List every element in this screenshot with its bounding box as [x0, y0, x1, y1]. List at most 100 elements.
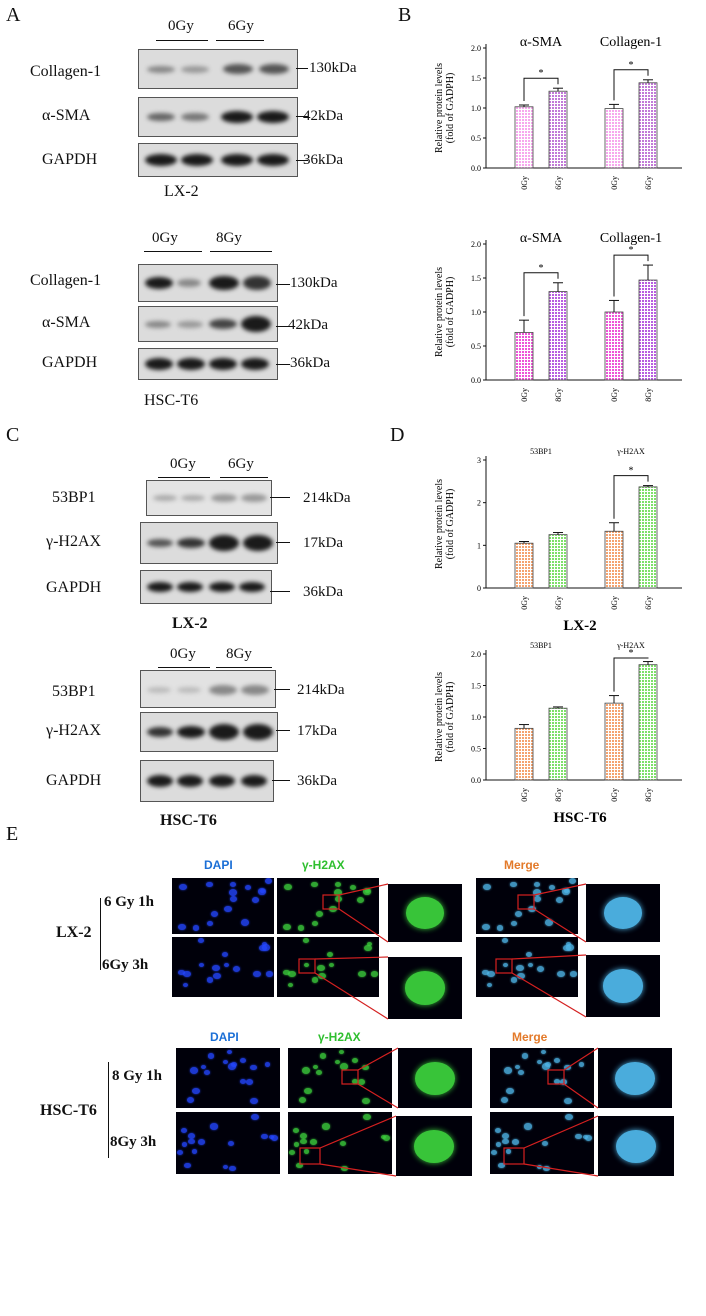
row-condition-label: 8 Gy 1h: [112, 1068, 163, 1084]
cond-label: 8Gy: [216, 230, 242, 246]
merge-micrograph: [476, 937, 578, 997]
bar: [514, 332, 534, 381]
h2ax-micrograph: [277, 878, 379, 934]
bar: [514, 727, 534, 781]
bar: [638, 486, 658, 589]
blot-label: 53BP1: [52, 683, 96, 700]
kda-label: 36kDa: [303, 152, 343, 168]
kda-label: 17kDa: [303, 535, 343, 551]
cell-line-label: HSC-T6: [160, 812, 217, 829]
channel-header-h2ax: γ-H2AX: [302, 858, 345, 872]
significance-star: *: [539, 68, 544, 79]
group-label: 53BP1: [530, 447, 552, 456]
group-label: Collagen-1: [600, 35, 662, 50]
y-axis-label: (fold of GADPH): [445, 277, 456, 348]
cond-label: 0Gy: [168, 18, 194, 34]
significance-bracket: [523, 77, 559, 101]
kda-label: 42kDa: [303, 108, 343, 124]
chart-title: HSC-T6: [553, 810, 607, 826]
western-blot-band: [138, 264, 278, 302]
cond-label: 6Gy: [228, 456, 254, 472]
x-tick-label: 8Gy: [644, 788, 653, 802]
zoom-inset: [586, 884, 660, 942]
y-tick-label: 1.0: [471, 308, 481, 317]
zoom-inset: [598, 1048, 672, 1108]
dapi-micrograph: [172, 937, 274, 997]
panel-letter-a: A: [6, 4, 21, 26]
western-blot-band: [140, 670, 276, 708]
western-blot-band: [146, 480, 272, 516]
tick: [270, 497, 290, 498]
channel-header-h2ax: γ-H2AX: [318, 1030, 361, 1044]
kda-label: 214kDa: [303, 490, 351, 506]
h2ax-micrograph: [288, 1112, 392, 1174]
bar: [638, 82, 658, 169]
bar: [638, 279, 658, 381]
significance-star: *: [539, 263, 544, 274]
bar: [514, 106, 534, 169]
group-label: α-SMA: [520, 231, 563, 246]
bar: [548, 707, 568, 781]
bar-chart-b-top: 0.0 0.5 1.0 1.5 2.0 Relative protein levels (f…: [434, 35, 682, 190]
y-tick-label: 0.5: [471, 745, 481, 754]
y-tick-label: 0.5: [471, 134, 481, 143]
tick: [276, 326, 290, 327]
cond-bar: [156, 40, 208, 41]
cond-bar: [220, 477, 268, 478]
dapi-micrograph: [176, 1048, 280, 1108]
y-tick-label: 1.0: [471, 104, 481, 113]
group-label: γ-H2AX: [616, 641, 645, 650]
h2ax-micrograph: [288, 1048, 392, 1108]
western-blot-band: [140, 712, 278, 752]
kda-label: 130kDa: [290, 275, 338, 291]
panel-letter-b: B: [398, 4, 412, 26]
panel-letter-d: D: [390, 424, 405, 446]
bar: [548, 534, 568, 589]
merge-micrograph: [490, 1112, 594, 1174]
y-tick-label: 2.0: [471, 240, 481, 249]
tick: [296, 116, 308, 117]
x-tick-label: 8Gy: [554, 388, 563, 402]
x-tick-label: 6Gy: [644, 596, 653, 610]
tick: [276, 542, 290, 543]
y-tick-label: 0: [477, 584, 481, 593]
y-axis-label: (fold of GADPH): [445, 682, 456, 753]
row-bracket: [100, 898, 101, 970]
bar: [604, 530, 624, 589]
cond-label: 6Gy: [228, 18, 254, 34]
y-axis-label: (fold of GADPH): [445, 489, 456, 560]
western-blot-band: [138, 306, 278, 342]
y-tick-label: 2: [477, 499, 481, 508]
x-tick-label: 0Gy: [610, 388, 619, 402]
kda-label: 17kDa: [297, 723, 337, 739]
significance-star: *: [629, 245, 634, 256]
blot-label: α-SMA: [42, 314, 91, 331]
zoom-inset: [398, 1048, 472, 1108]
panel-letter-c: C: [6, 424, 20, 446]
significance-star: *: [629, 648, 634, 659]
panel-letter-e: E: [6, 823, 19, 845]
zoom-inset: [388, 957, 462, 1019]
row-condition-label: 6Gy 3h: [102, 957, 149, 973]
group-label: γ-H2AX: [616, 447, 645, 456]
y-axis-label: Relative protein levels: [434, 672, 445, 762]
y-tick-label: 1.0: [471, 713, 481, 722]
blot-label: γ-H2AX: [46, 533, 102, 550]
x-tick-label: 8Gy: [644, 388, 653, 402]
row-bracket: [108, 1062, 109, 1158]
tick: [276, 284, 290, 285]
x-tick-label: 6Gy: [554, 596, 563, 610]
zoom-inset: [396, 1116, 472, 1176]
cond-bar: [210, 251, 272, 252]
cond-label: 0Gy: [152, 230, 178, 246]
channel-header-merge: Merge: [504, 858, 540, 872]
y-tick-label: 2.0: [471, 44, 481, 53]
y-tick-label: 1.5: [471, 74, 481, 83]
y-tick-label: 1: [477, 541, 481, 550]
cond-bar: [158, 477, 210, 478]
h2ax-micrograph: [277, 937, 379, 997]
cond-label: 8Gy: [226, 646, 252, 662]
cell-line-label: LX-2: [164, 183, 199, 200]
zoom-inset: [388, 884, 462, 942]
blot-label: Collagen-1: [30, 272, 102, 289]
